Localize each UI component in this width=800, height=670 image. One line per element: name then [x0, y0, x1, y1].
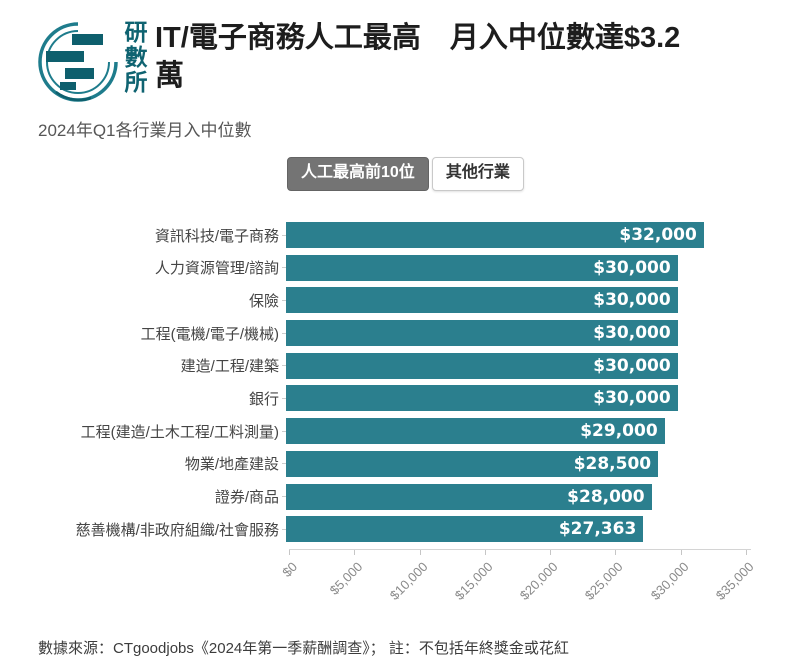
x-axis-tick-mark: [484, 549, 486, 555]
tab-top10-salary[interactable]: 人工最高前10位: [287, 157, 429, 191]
chart-row: 資訊科技/電子商務 $32,000: [38, 222, 755, 248]
y-axis-tick: [282, 496, 286, 497]
x-axis-tick-label: $25,000: [582, 558, 627, 603]
x-axis-tick-mark: [746, 549, 747, 555]
chart-row: 證券/商品 $28,000: [38, 483, 755, 510]
y-axis-tick: [282, 365, 286, 367]
chart-row: 物業/地產建設 $28,500: [38, 450, 755, 477]
chart-rows: 資訊科技/電子商務 $32,000 人力資源管理/諮詢 $30,000 保險 $30,00…: [38, 222, 755, 543]
x-axis-tick-label: $15,000: [451, 558, 496, 603]
bar[interactable]: $29,000: [286, 418, 665, 445]
x-axis-tick-mark: [354, 549, 356, 555]
bar[interactable]: $30,000: [286, 385, 678, 412]
bar[interactable]: $32,000: [286, 222, 704, 248]
brand-logo: 研數所: [36, 20, 147, 104]
x-axis-tick-label: $30,000: [647, 558, 692, 603]
x-axis: $0 $5,000 $10,000 $15,000 $20,000 $25,000 $30,…: [279, 548, 757, 607]
y-axis-tick: [282, 267, 286, 269]
category-label: 慈善機構/非政府組織/社會服務: [75, 521, 279, 539]
y-axis-tick: [282, 332, 286, 334]
x-axis-tick-label: $0: [278, 558, 300, 580]
bar-track: $29,000: [286, 418, 743, 445]
bar-value-label: $28,500: [573, 453, 652, 474]
chart-row: 銀行 $30,000: [38, 385, 755, 412]
category-label: 建造/工程/建築: [180, 358, 279, 376]
bar[interactable]: $30,000: [286, 287, 678, 314]
chart-row: 工程(電機/電子/機械) $30,000: [38, 320, 755, 347]
category-label: 人力資源管理/諮詢: [154, 260, 279, 278]
bar-value-label: $27,363: [558, 519, 637, 540]
page-title: IT/電子商務人工最高 月入中位數達$3.2 萬: [155, 20, 780, 104]
chart-row: 人力資源管理/諮詢 $30,000: [38, 254, 755, 281]
bar-value-label: $28,000: [567, 486, 645, 507]
bar-track: $30,000: [286, 287, 743, 314]
chart-subtitle: 2024年Q1各行業月入中位數: [38, 121, 252, 140]
category-label: 證券/商品: [214, 489, 279, 506]
bar-track: $30,000: [286, 320, 743, 347]
bar-track: $30,000: [286, 352, 743, 379]
bar-value-label: $30,000: [593, 257, 671, 278]
bar[interactable]: $30,000: [286, 320, 678, 347]
x-axis-tick-label: $10,000: [386, 558, 431, 603]
bar-track: $28,000: [286, 483, 743, 510]
header: 研數所 IT/電子商務人工最高 月入中位數達$3.2 萬: [36, 20, 780, 104]
x-axis-tick-mark: [680, 549, 682, 555]
tab-other-industries[interactable]: 其他行業: [431, 157, 524, 191]
x-axis-tick-mark: [289, 549, 290, 555]
category-label: 工程(電機/電子/機械): [140, 325, 279, 343]
brand-logo-text: 研數所: [121, 20, 147, 95]
x-axis-tick-label: $20,000: [516, 558, 561, 603]
chart-row: 慈善機構/非政府組織/社會服務 $27,363: [38, 516, 755, 543]
bar-value-label: $30,000: [593, 355, 671, 376]
bar-chart: 資訊科技/電子商務 $32,000 人力資源管理/諮詢 $30,000 保險 $30,00…: [38, 222, 757, 607]
y-axis-tick: [282, 528, 286, 530]
bar-track: $32,000: [286, 222, 743, 248]
y-axis-tick: [282, 463, 286, 465]
bar-value-label: $30,000: [593, 290, 671, 311]
page-title-line2: 萬: [155, 59, 185, 92]
bar-value-label: $29,000: [580, 421, 658, 442]
bar-value-label: $32,000: [619, 225, 697, 245]
category-label: 資訊科技/電子商務: [154, 227, 279, 245]
chart-row: 保險 $30,000: [38, 287, 755, 314]
y-axis-tick: [282, 299, 286, 301]
bar-track: $30,000: [286, 385, 743, 412]
x-axis-tick-label: $35,000: [712, 558, 757, 603]
source-note: 數據來源：CTgoodjobs《2024年第一季薪酬調查》； 註：不包括年終獎金…: [38, 640, 569, 657]
x-axis-tick-mark: [550, 549, 552, 555]
bar[interactable]: $30,000: [286, 352, 678, 379]
chart-row: 建造/工程/建築 $30,000: [38, 352, 755, 379]
category-label: 工程(建造/土木工程/工料測量): [80, 423, 279, 441]
category-label: 保險: [248, 292, 279, 310]
bar-track: $27,363: [286, 516, 743, 543]
y-axis-tick: [282, 430, 286, 432]
bar[interactable]: $28,000: [286, 483, 652, 510]
chart-row: 工程(建造/土木工程/工料測量) $29,000: [38, 418, 755, 445]
bar-value-label: $30,000: [593, 388, 671, 409]
bar[interactable]: $27,363: [286, 516, 644, 543]
y-axis-tick: [282, 234, 286, 236]
category-label: 物業/地產建設: [184, 456, 279, 474]
x-axis-tick-mark: [419, 549, 421, 555]
y-axis-tick: [282, 397, 286, 399]
bar[interactable]: $28,500: [286, 450, 659, 477]
bar-value-label: $30,000: [593, 323, 671, 344]
bar-track: $28,500: [286, 450, 743, 477]
category-label: 銀行: [248, 390, 279, 408]
bar-chart-circle-logo-icon: [38, 22, 118, 102]
filter-tabs: 人工最高前10位 其他行業: [287, 157, 524, 191]
x-axis-tick-mark: [615, 549, 617, 555]
x-axis-tick-label: $5,000: [326, 558, 365, 598]
page-title-line1: IT/電子商務人工最高 月入中位數達$3.2: [155, 22, 681, 54]
bar[interactable]: $30,000: [286, 254, 678, 281]
bar-track: $30,000: [286, 254, 743, 281]
